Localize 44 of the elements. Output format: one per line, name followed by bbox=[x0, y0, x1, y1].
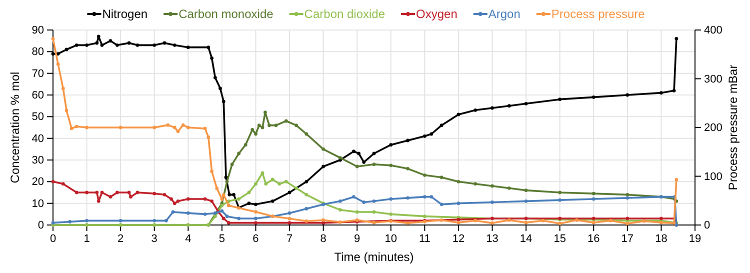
x-tick-label: 18 bbox=[655, 232, 668, 245]
x-tick-label: 8 bbox=[320, 232, 326, 245]
x-tick-label: 17 bbox=[621, 232, 634, 245]
y-tick-label: 60 bbox=[32, 90, 44, 102]
x-tick-label: 6 bbox=[252, 232, 259, 245]
x-tick-label: 7 bbox=[286, 232, 293, 245]
y2-tick-label: 0 bbox=[704, 220, 710, 232]
x-tick-label: 9 bbox=[354, 232, 360, 245]
x-tick-label: 0 bbox=[50, 232, 56, 245]
x-axis-title: Time (minutes) bbox=[334, 250, 414, 264]
legend-label: Oxygen bbox=[416, 7, 458, 21]
y2-tick-label: 300 bbox=[704, 73, 722, 86]
legend-label: Argon bbox=[488, 7, 520, 21]
x-tick-label: 5 bbox=[218, 232, 226, 245]
y2-axis-title: Process pressure mBar bbox=[726, 64, 740, 190]
y-tick-label: 80 bbox=[32, 46, 44, 58]
y2-tick-label: 200 bbox=[704, 122, 722, 134]
y2-tick-label: 400 bbox=[704, 24, 722, 37]
x-tick-label: 19 bbox=[688, 232, 702, 245]
y-tick-label: 70 bbox=[32, 68, 44, 80]
y-tick-label: 20 bbox=[32, 176, 44, 188]
x-tick-label: 12 bbox=[452, 232, 465, 245]
x-tick-label: 2 bbox=[118, 232, 124, 245]
x-tick-label: 16 bbox=[588, 232, 600, 245]
x-tick-label: 4 bbox=[185, 232, 192, 245]
y-tick-label: 0 bbox=[38, 220, 44, 232]
legend-label: Process pressure bbox=[551, 7, 646, 21]
x-tick-label: 15 bbox=[554, 232, 566, 245]
y-tick-label: 90 bbox=[32, 24, 44, 37]
y-tick-label: 30 bbox=[32, 154, 44, 167]
x-tick-label: 14 bbox=[520, 232, 532, 245]
y-tick-label: 50 bbox=[32, 111, 44, 124]
y-tick-label: 40 bbox=[32, 132, 44, 145]
y-axis-title: Concentration % mol bbox=[8, 72, 22, 184]
x-tick-label: 1 bbox=[84, 232, 90, 245]
x-tick-label: 10 bbox=[384, 232, 398, 245]
legend-label: Nitrogen bbox=[102, 7, 148, 21]
y-tick-label: 10 bbox=[32, 198, 44, 210]
x-tick-label: 11 bbox=[418, 232, 430, 245]
x-tick-label: 13 bbox=[486, 232, 498, 245]
legend-label: Carbon dioxide bbox=[304, 7, 386, 21]
legend-label: Carbon monoxide bbox=[178, 7, 274, 21]
x-tick-label: 3 bbox=[151, 232, 158, 245]
y2-tick-label: 100 bbox=[704, 170, 722, 183]
